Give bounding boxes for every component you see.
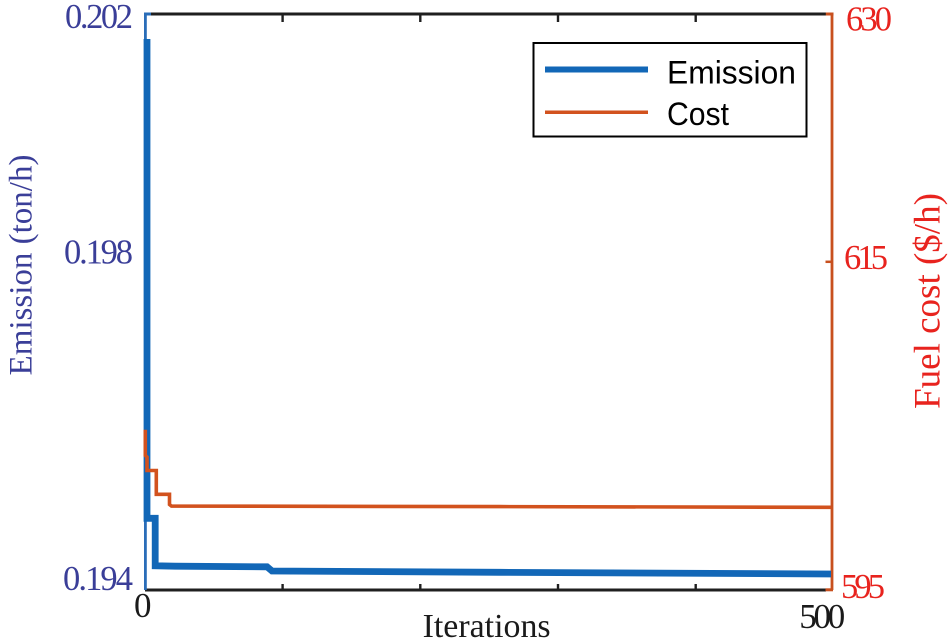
svg-text:Emission (ton/h): Emission (ton/h) <box>4 155 40 376</box>
svg-text:Fuel cost ($/h): Fuel cost ($/h) <box>908 193 949 409</box>
svg-text:615: 615 <box>844 239 888 277</box>
svg-text:0.202: 0.202 <box>65 0 133 36</box>
svg-text:0.198: 0.198 <box>64 233 133 271</box>
svg-text:0.194: 0.194 <box>63 560 133 598</box>
svg-text:Emission: Emission <box>667 54 796 90</box>
svg-text:Iterations: Iterations <box>423 608 551 644</box>
svg-text:500: 500 <box>799 597 845 636</box>
svg-text:595: 595 <box>841 568 885 606</box>
svg-text:Cost: Cost <box>667 96 729 132</box>
svg-text:0: 0 <box>134 586 152 625</box>
svg-text:630: 630 <box>846 0 892 38</box>
